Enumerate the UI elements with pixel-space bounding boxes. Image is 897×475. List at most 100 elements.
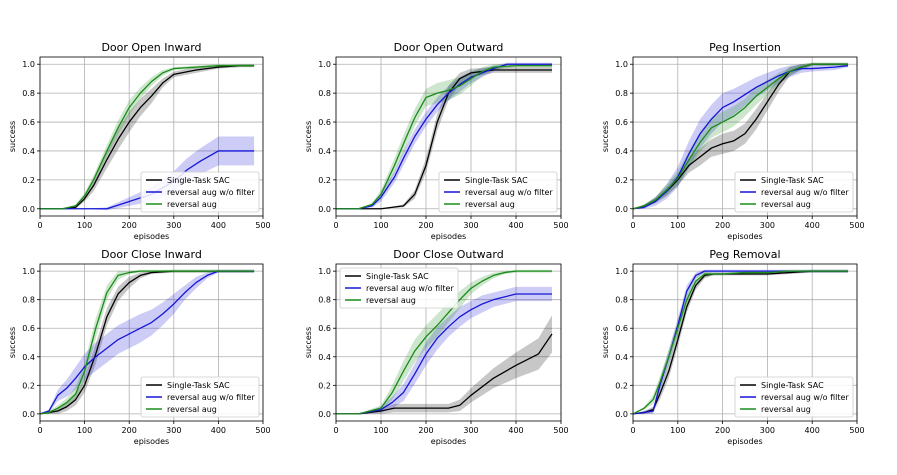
x-axis-label: episodes <box>431 232 466 241</box>
plot-area <box>40 64 255 211</box>
plot-area <box>633 269 849 415</box>
y-tick-label: 0.2 <box>615 381 628 390</box>
y-tick-label: 0.0 <box>615 205 628 214</box>
y-tick-label: 1.0 <box>318 60 331 69</box>
axes-frame <box>632 56 858 217</box>
legend-label-reverse-nofilter: reversal aug w/o filter <box>366 284 454 293</box>
x-tick-label: 500 <box>255 221 270 230</box>
y-tick-label: 0.2 <box>318 381 331 390</box>
x-tick-label: 100 <box>670 221 685 230</box>
chart-panel: 0 100 200 300 400 500 0.0 0.2 0.4 0.6 0.8 1.0 Peg In… <box>601 41 865 241</box>
chart-title: Door Open Outward <box>394 41 504 54</box>
x-tick-label: 100 <box>77 426 92 435</box>
x-tick-label: 300 <box>166 221 181 230</box>
line-single <box>40 65 255 210</box>
x-tick-label: 400 <box>211 221 226 230</box>
legend: Single-Task SAC reversal aug w/o filter re… <box>140 171 260 213</box>
band-single <box>336 315 552 414</box>
legend-label-reverse: reversal aug <box>465 200 515 209</box>
y-tick-label: 0.6 <box>615 324 628 333</box>
x-axis-label: episodes <box>431 437 466 446</box>
axes-frame <box>632 263 858 422</box>
y-tick-label: 1.0 <box>22 60 35 69</box>
legend: Single-Task SAC reversal aug w/o filter re… <box>339 267 459 309</box>
legend-label-single: Single-Task SAC <box>167 176 230 185</box>
y-axis-label: success <box>8 121 17 152</box>
x-tick-label: 100 <box>373 426 388 435</box>
x-tick-label: 0 <box>630 426 635 435</box>
line-reverse-nofilter <box>40 270 255 415</box>
y-tick-label: 0.4 <box>22 147 35 156</box>
y-tick-label: 0.2 <box>22 381 35 390</box>
y-tick-label: 0.0 <box>318 205 331 214</box>
y-tick-label: 1.0 <box>615 267 628 276</box>
chart-panel: 0 100 200 300 400 500 0.0 0.2 0.4 0.6 0.8 1.0 Door C… <box>8 248 271 446</box>
x-tick-label: 500 <box>849 221 864 230</box>
legend: Single-Task SAC reversal aug w/o filter re… <box>140 376 260 418</box>
x-tick-label: 100 <box>670 426 685 435</box>
y-tick-label: 0.8 <box>318 89 331 98</box>
y-axis-label: success <box>601 121 610 152</box>
chart-title: Door Open Inward <box>101 41 201 54</box>
x-tick-label: 400 <box>211 426 226 435</box>
x-tick-label: 500 <box>553 221 568 230</box>
x-axis-label: episodes <box>134 232 169 241</box>
x-tick-label: 200 <box>715 426 730 435</box>
x-tick-label: 400 <box>508 426 523 435</box>
x-tick-label: 400 <box>805 221 820 230</box>
y-tick-label: 0.6 <box>22 118 35 127</box>
legend-label-reverse: reversal aug <box>761 405 811 414</box>
y-tick-label: 0.4 <box>22 353 35 362</box>
y-tick-label: 0.2 <box>318 176 331 185</box>
legend-label-reverse-nofilter: reversal aug w/o filter <box>167 188 255 197</box>
y-tick-label: 0.0 <box>615 410 628 419</box>
band-reverse <box>633 269 849 414</box>
legend-label-reverse-nofilter: reversal aug w/o filter <box>465 188 553 197</box>
axes-frame <box>39 56 264 217</box>
chart-title: Peg Insertion <box>709 41 781 54</box>
legend-label-single: Single-Task SAC <box>761 381 824 390</box>
line-single <box>633 270 849 415</box>
x-tick-label: 200 <box>715 221 730 230</box>
legend-label-reverse: reversal aug <box>167 405 217 414</box>
legend: Single-Task SAC reversal aug w/o filter re… <box>734 171 854 213</box>
chart-title: Peg Removal <box>709 248 780 261</box>
legend-label-reverse: reversal aug <box>761 200 811 209</box>
x-tick-label: 0 <box>37 426 42 435</box>
y-tick-label: 0.8 <box>22 296 35 305</box>
x-tick-label: 300 <box>463 221 478 230</box>
y-tick-label: 0.8 <box>22 89 35 98</box>
chart-panel: 0 100 200 300 400 500 0.0 0.2 0.4 0.6 0.8 1.0 Door O… <box>304 41 569 241</box>
legend-label-single: Single-Task SAC <box>167 381 230 390</box>
legend-label-single: Single-Task SAC <box>465 176 528 185</box>
line-reverse-nofilter <box>336 63 552 210</box>
y-axis-label: success <box>304 121 313 152</box>
line-reverse <box>336 270 552 415</box>
band-reverse-nofilter <box>336 286 552 414</box>
axes-frame <box>39 263 264 422</box>
legend-box <box>734 171 854 213</box>
legend-box <box>339 267 459 309</box>
axes-frame <box>335 263 562 422</box>
y-tick-label: 0.6 <box>22 324 35 333</box>
plot-area <box>336 62 552 210</box>
y-tick-label: 0.4 <box>318 147 331 156</box>
legend-box <box>140 171 260 213</box>
y-tick-label: 0.2 <box>22 176 35 185</box>
x-tick-label: 0 <box>333 221 338 230</box>
x-tick-label: 100 <box>77 221 92 230</box>
legend-box <box>438 171 558 213</box>
line-reverse <box>633 270 849 415</box>
line-reverse-nofilter <box>336 293 552 415</box>
y-tick-label: 0.0 <box>22 410 35 419</box>
x-tick-label: 300 <box>760 221 775 230</box>
x-tick-label: 200 <box>418 426 433 435</box>
legend-label-single: Single-Task SAC <box>366 272 429 281</box>
y-tick-label: 0.6 <box>615 118 628 127</box>
line-reverse <box>40 270 255 415</box>
line-reverse-nofilter <box>633 65 849 210</box>
y-tick-label: 0.4 <box>615 353 628 362</box>
x-axis-label: episodes <box>727 437 762 446</box>
plot-area <box>336 269 553 415</box>
